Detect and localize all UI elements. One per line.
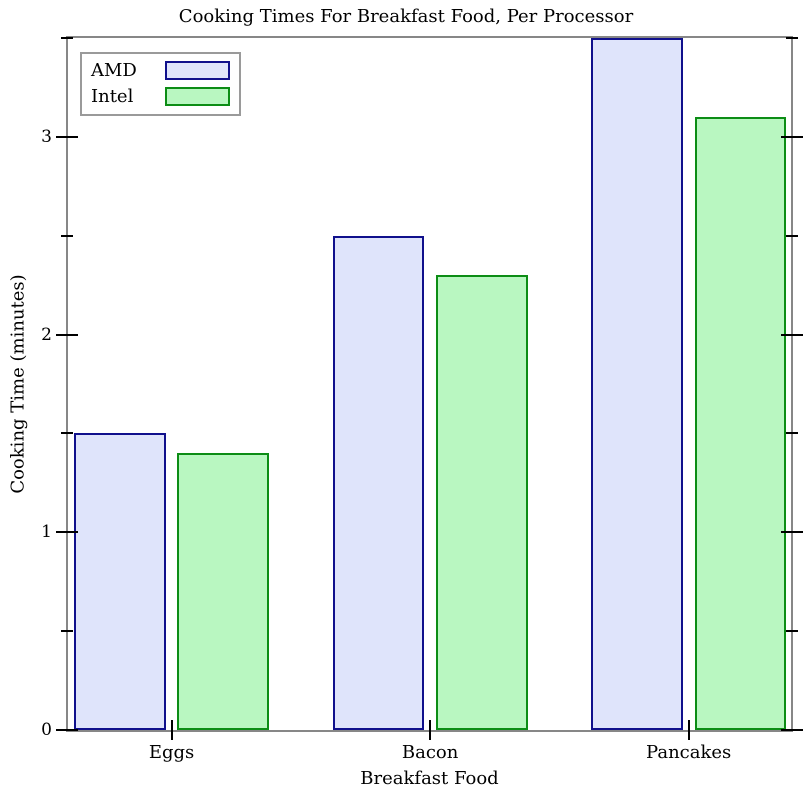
x-tick-label-bacon: Bacon [401, 742, 459, 763]
legend-swatch-amd [165, 61, 230, 80]
y-tick-minor-left-2.5 [61, 234, 73, 237]
y-tick-major-right-1 [781, 531, 803, 534]
legend: AMD Intel [80, 52, 241, 116]
y-tick-minor-left-0.5 [61, 630, 73, 633]
y-axis-title: Cooking Time (minutes) [7, 274, 29, 494]
y-tick-label-2: 2 [41, 324, 52, 345]
y-tick-minor-right-1.5 [786, 432, 798, 435]
bar-amd-eggs [74, 433, 166, 730]
y-tick-major-left-3 [56, 135, 78, 138]
legend-label-amd: AMD [91, 60, 137, 81]
x-tick-pancakes [687, 720, 690, 740]
plot-area: AMD Intel Eggs Bacon Pancakes 0 1 2 3 [41, 36, 803, 763]
bar-amd-bacon [332, 235, 425, 730]
bar-amd-pancakes [591, 38, 683, 730]
y-tick-major-left-2 [56, 333, 78, 336]
legend-row-intel: Intel [91, 86, 230, 107]
x-tick-bacon [429, 720, 432, 740]
bar-intel-bacon [436, 275, 528, 730]
y-tick-minor-right-3.5 [786, 37, 798, 39]
y-tick-label-3: 3 [41, 126, 52, 147]
chart-title: Cooking Times For Breakfast Food, Per Pr… [178, 6, 634, 27]
bar-intel-pancakes [694, 117, 787, 730]
y-tick-major-right-3 [781, 135, 803, 138]
legend-label-intel: Intel [91, 86, 134, 107]
bar-intel-eggs [177, 453, 270, 730]
y-tick-major-left-0 [56, 729, 78, 731]
legend-row-amd: AMD [91, 60, 230, 81]
x-axis-title: Breakfast Food [360, 768, 499, 789]
x-tick-label-eggs: Eggs [148, 742, 195, 763]
y-tick-label-0: 0 [41, 720, 52, 740]
y-tick-major-right-0 [781, 729, 803, 731]
legend-swatch-intel [165, 87, 230, 106]
x-tick-label-pancakes: Pancakes [646, 742, 732, 763]
x-tick-eggs [170, 720, 173, 740]
y-tick-label-1: 1 [41, 522, 52, 543]
y-tick-minor-left-1.5 [61, 432, 73, 435]
y-tick-minor-right-0.5 [786, 630, 798, 633]
y-tick-minor-left-3.5 [61, 37, 73, 39]
y-tick-major-left-1 [56, 531, 78, 534]
y-tick-major-right-2 [781, 333, 803, 336]
y-tick-minor-right-2.5 [786, 234, 798, 237]
